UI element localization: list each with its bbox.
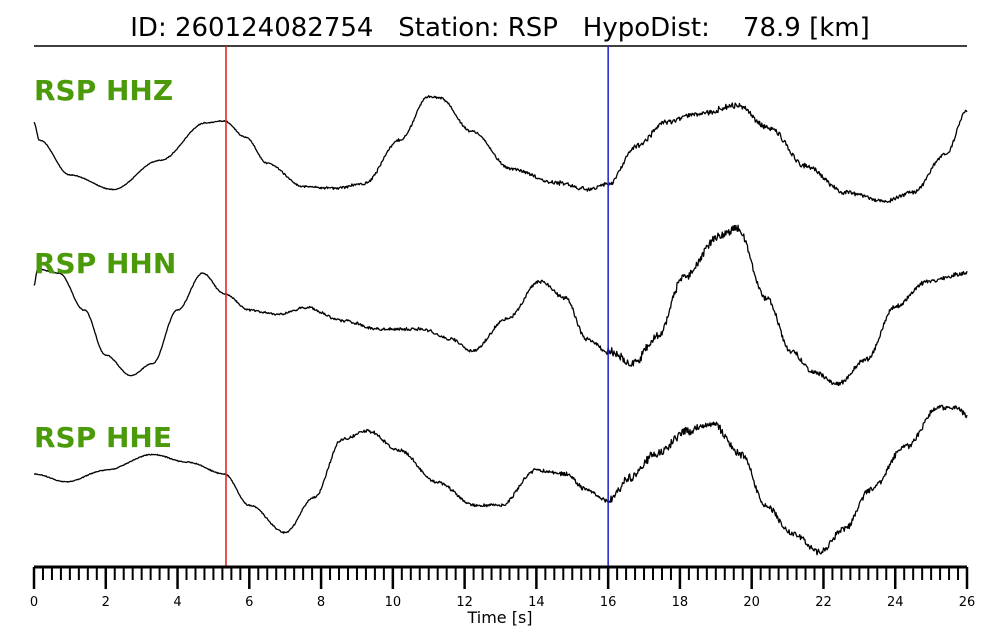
x-tick-label: 20 [743, 595, 760, 610]
x-tick-label: 26 [959, 595, 976, 610]
pick-markers [225, 46, 609, 567]
chart-title: ID: 260124082754 Station: RSP HypoDist: … [130, 13, 870, 43]
x-tick-label: 22 [815, 595, 832, 610]
channel-label-rsp-hhn: RSP HHN [34, 247, 176, 280]
channel-labels: RSP HHZ RSP HHN RSP HHE [34, 74, 176, 454]
x-tick-label: 0 [30, 595, 38, 610]
x-tick-label: 24 [887, 595, 904, 610]
channel-label-rsp-hhz: RSP HHZ [34, 74, 173, 107]
x-tick-label: 14 [528, 595, 545, 610]
x-tick-label: 12 [456, 595, 473, 610]
x-tick-label: 6 [245, 595, 253, 610]
channel-label-rsp-hhe: RSP HHE [34, 421, 172, 454]
x-tick-label: 4 [173, 595, 181, 610]
x-tick-label: 10 [385, 595, 402, 610]
trace-rsp-hhz [33, 94, 968, 203]
tick-labels: 0 2 4 6 8 10 12 14 16 18 20 22 24 26 [30, 595, 975, 610]
x-tick-label: 8 [317, 595, 325, 610]
major-ticks [32, 567, 969, 589]
x-axis: 0 2 4 6 8 10 12 14 16 18 20 22 24 26 [30, 565, 975, 610]
trace-rsp-hhe [33, 404, 968, 556]
trace-rsp-hhn [33, 224, 968, 387]
waveform-traces [33, 94, 968, 556]
x-tick-label: 2 [102, 595, 110, 610]
x-tick-label: 18 [672, 595, 689, 610]
minor-ticks [41, 567, 960, 580]
x-axis-label: Time [s] [466, 608, 532, 627]
x-tick-label: 16 [600, 595, 617, 610]
